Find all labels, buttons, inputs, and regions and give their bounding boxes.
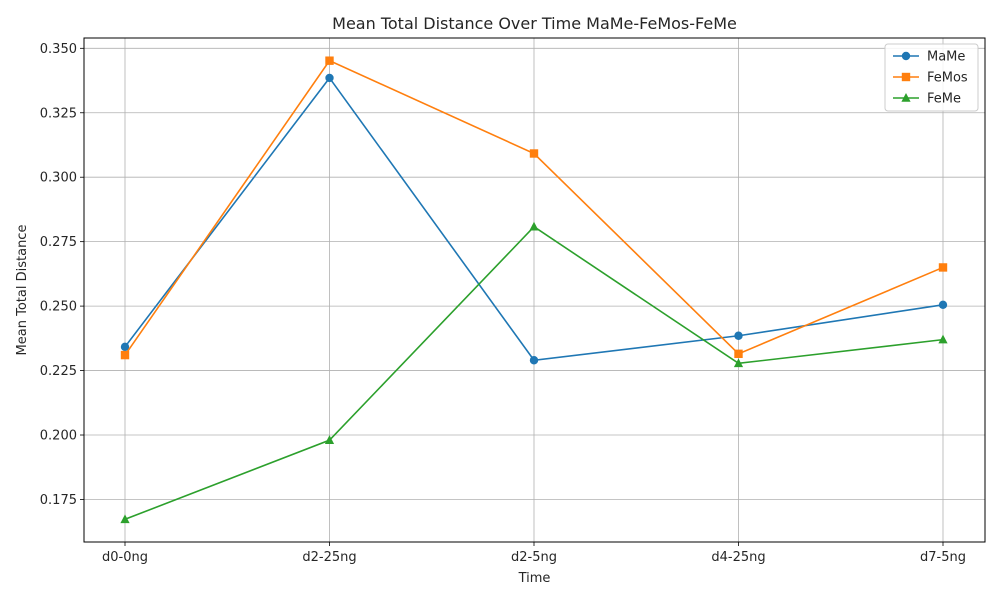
data-point	[120, 350, 130, 360]
data-point	[938, 334, 948, 344]
y-tick-label: 0.250	[40, 300, 77, 315]
data-point	[120, 342, 130, 352]
chart-title: Mean Total Distance Over Time MaMe-FeMos…	[332, 14, 737, 33]
data-point	[529, 149, 539, 158]
data-point	[529, 221, 539, 231]
data-point	[734, 331, 743, 340]
legend-label: MaMe	[927, 50, 965, 65]
x-axis-label: Time	[518, 571, 551, 586]
y-tick-label: 0.350	[40, 42, 77, 57]
data-point	[325, 56, 334, 65]
y-tick-label: 0.275	[40, 235, 77, 250]
series-femos	[120, 56, 948, 360]
data-point	[324, 435, 335, 444]
legend-label: FeMos	[927, 71, 968, 86]
grid	[84, 38, 985, 542]
data-point	[325, 73, 334, 83]
legend-marker	[901, 93, 911, 102]
x-tick-label: d2-25ng	[302, 550, 356, 565]
data-point	[529, 356, 539, 365]
legend-box	[884, 43, 979, 112]
data-point	[938, 263, 948, 272]
data-point	[733, 358, 744, 368]
y-axis-label: Mean Total Distance	[15, 225, 30, 356]
x-tick-label: d0-0ng	[102, 550, 148, 565]
y-tick-label: 0.325	[40, 106, 77, 121]
y-tick-label: 0.300	[40, 171, 77, 186]
plot-frame	[83, 37, 986, 543]
ticks: d0-0ng d2-25ng d2-5ng d4-25ng d7-5ng 0.175 0.2…	[40, 42, 966, 565]
x-tick-label: d4-25ng	[711, 550, 765, 565]
legend-marker	[901, 51, 911, 61]
legend-item-femos: FeMos	[893, 71, 968, 86]
y-tick-label: 0.225	[40, 364, 77, 379]
data-point	[938, 300, 948, 310]
legend: MaMe FeMos FeMe	[884, 43, 979, 112]
x-tick-label: d7-5ng	[920, 550, 966, 565]
y-tick-label: 0.175	[40, 493, 77, 508]
legend-marker	[901, 72, 911, 82]
legend-item-feme: FeMe	[893, 92, 961, 107]
x-tick-label: d2-5ng	[511, 550, 557, 565]
series-layer	[120, 56, 948, 524]
legend-label: FeMe	[927, 92, 961, 107]
data-point	[120, 514, 130, 524]
legend-item-mame: MaMe	[893, 50, 965, 65]
y-tick-label: 0.200	[40, 429, 77, 444]
series-feme	[120, 221, 948, 524]
data-point	[734, 349, 743, 359]
